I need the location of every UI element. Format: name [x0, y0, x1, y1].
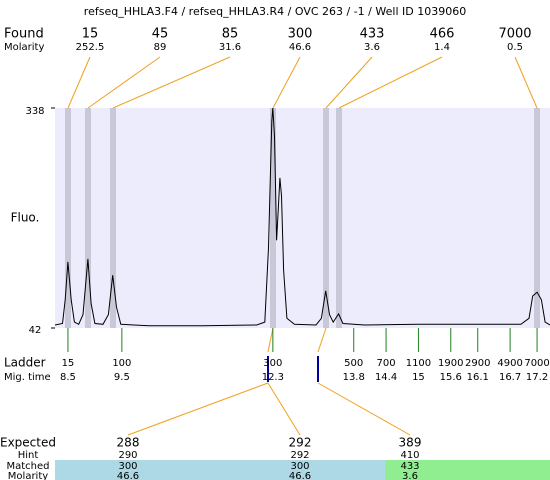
ladder-size: 700 [377, 358, 396, 369]
matched-size: 300 [118, 461, 137, 472]
mig-time: 17.2 [526, 372, 548, 383]
peak-band [270, 108, 276, 328]
found-molarity: 31.6 [219, 42, 241, 53]
connector-lines [127, 327, 411, 436]
ladder-size: 100 [112, 358, 131, 369]
ladder-size: 2900 [465, 358, 490, 369]
molarity-label: Molarity [4, 42, 44, 53]
ladder-size: 7000 [524, 358, 549, 369]
found-molarity: 1.4 [434, 42, 450, 53]
connector [127, 382, 269, 436]
trace [54, 107, 550, 327]
connector [267, 327, 274, 353]
found-connector [325, 56, 373, 109]
expected-label: Expected [0, 436, 56, 450]
matched-blue-bg [55, 460, 385, 480]
peak-band [534, 108, 540, 328]
mig-time: 8.5 [60, 372, 76, 383]
molarity-row-label: Molarity [8, 471, 48, 480]
found-connector [87, 56, 161, 109]
found-molarity: 89 [154, 42, 167, 53]
hint-size: 290 [118, 450, 137, 461]
ladder-size: 1100 [406, 358, 431, 369]
mig-time: 9.5 [114, 372, 130, 383]
ladder-label: Ladder [4, 356, 46, 370]
found-connector [67, 56, 91, 109]
mig-time-label: Mig. time [4, 372, 51, 383]
found-size: 85 [222, 27, 239, 42]
found-size: 15 [82, 27, 99, 42]
found-molarity: 252.5 [76, 42, 105, 53]
matched-size: 433 [400, 461, 419, 472]
mig-time: 14.4 [375, 372, 397, 383]
title: refseq_HHLA3.F4 / refseq_HHLA3.R4 / OVC … [84, 5, 466, 18]
matched-molarity: 46.6 [117, 471, 139, 480]
peak-band [323, 108, 329, 328]
expected-size: 288 [117, 436, 140, 450]
found-molarity: 3.6 [364, 42, 380, 53]
ladder-size: 1900 [438, 358, 463, 369]
found-size: 433 [360, 27, 385, 42]
y-tick-label: 338 [25, 106, 44, 117]
found-size: 466 [430, 27, 455, 42]
matched-molarity: 46.6 [289, 471, 311, 480]
hint-size: 410 [400, 450, 419, 461]
matched-green-bg [385, 460, 550, 480]
matched-label: Matched [6, 461, 49, 472]
peak-band [336, 108, 342, 328]
mig-time: 15 [412, 372, 425, 383]
matched-molarity: 3.6 [402, 471, 418, 480]
peak-band [65, 108, 71, 328]
connector [267, 382, 301, 436]
matched-size: 300 [290, 461, 309, 472]
found-connector [272, 56, 301, 109]
peak-band [85, 108, 91, 328]
y-axis-label: Fluo. [11, 211, 40, 225]
found-connector [338, 56, 443, 109]
mig-time: 12.3 [262, 372, 284, 383]
found-connector [514, 56, 538, 109]
header-bar [0, 0, 550, 24]
mig-time: 16.1 [467, 372, 489, 383]
found-molarity: 46.6 [289, 42, 311, 53]
ladder-size: 15 [62, 358, 75, 369]
found-label: Found [4, 27, 44, 42]
found-molarity: 0.5 [507, 42, 523, 53]
found-size: 300 [288, 27, 313, 42]
expected-size: 389 [399, 436, 422, 450]
ladder-size: 500 [344, 358, 363, 369]
found-size: 45 [152, 27, 169, 42]
connector [317, 327, 327, 353]
ladder-size: 4900 [497, 358, 522, 369]
connector [317, 382, 411, 436]
found-connector [112, 56, 231, 109]
expected-size: 292 [289, 436, 312, 450]
hint-label: Hint [18, 450, 39, 461]
peak-band [110, 108, 116, 328]
mig-time: 16.7 [499, 372, 521, 383]
plot-area [55, 108, 550, 328]
mig-time: 15.6 [440, 372, 462, 383]
mig-time: 13.8 [343, 372, 365, 383]
found-size: 7000 [498, 27, 531, 42]
ladder-size: 300 [263, 358, 282, 369]
hint-size: 292 [290, 450, 309, 461]
y-tick-label: 42 [29, 325, 42, 336]
